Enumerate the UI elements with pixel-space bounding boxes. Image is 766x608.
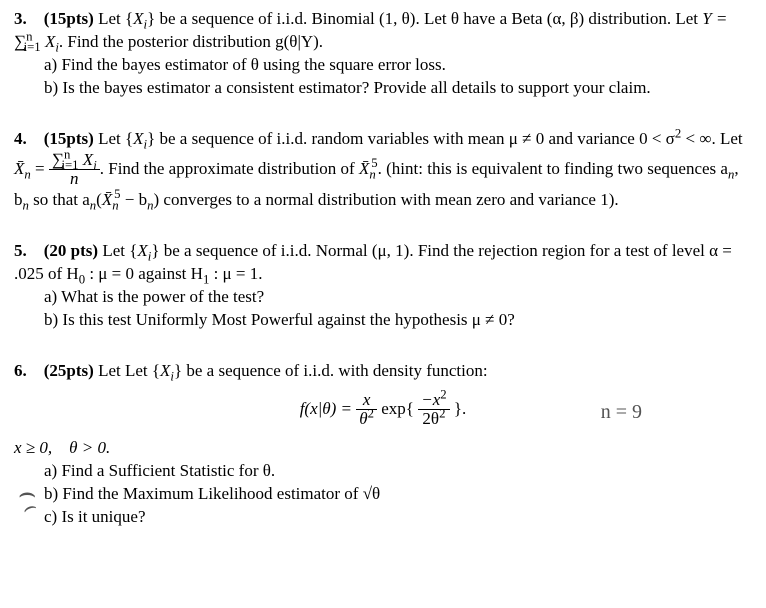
t: so that a	[29, 190, 90, 209]
t: X	[160, 361, 170, 380]
p6-formula: f(x|θ) = x θ2 exp{ −x2 2θ2 }. n = 9	[14, 391, 752, 429]
frac2: −x2 2θ2	[418, 391, 449, 429]
t: . Find the posterior distribution g(θ|Y)…	[59, 32, 323, 51]
t: b) Is the bayes estimator a consistent e…	[44, 78, 651, 97]
p6-domain: x ≥ 0, θ > 0.	[14, 437, 752, 460]
t: < ∞. Let	[681, 129, 742, 148]
t: i	[93, 158, 97, 172]
xbar-frac: ∑ni=1 Xin	[49, 151, 100, 189]
t: exp{	[381, 399, 414, 418]
t: 2	[439, 407, 445, 421]
p6-head: 6. (25pts)	[14, 361, 98, 380]
problem-3: 3. (15pts) Let {Xi} be a sequence of i.i…	[14, 8, 752, 100]
t: : μ = 0 against H	[85, 264, 203, 283]
t: } be a sequence of i.i.d. Binomial (1, θ…	[147, 9, 702, 28]
t: X̄	[102, 190, 112, 209]
p5-a: a) What is the power of the test?	[44, 286, 752, 309]
p6-b-row: ⌢ b) Find the Maximum Likelihood estimat…	[44, 483, 752, 506]
p6-c: c) Is it unique?	[44, 507, 146, 526]
t: − b	[121, 190, 148, 209]
t: =	[31, 159, 49, 178]
p6-c-row: ⌢ c) Is it unique?	[44, 506, 752, 529]
t: Let {	[98, 9, 133, 28]
t: n	[70, 169, 79, 188]
t: x ≥ 0, θ > 0.	[14, 438, 110, 457]
t: X	[79, 150, 94, 169]
t: 2	[368, 407, 374, 421]
t: X̄	[359, 159, 369, 178]
t: i=1	[24, 40, 41, 54]
t: X	[133, 129, 143, 148]
handwritten-mark-icon: ⌢	[17, 490, 41, 523]
t: Let {	[98, 129, 133, 148]
t: Let {	[102, 241, 137, 260]
p3-b: b) Is the bayes estimator a consistent e…	[44, 77, 752, 100]
t: Y =	[702, 9, 727, 28]
p3-body: 3. (15pts) Let {Xi} be a sequence of i.i…	[14, 8, 752, 54]
problem-6: 6. (25pts) Let Let {Xi} be a sequence of…	[14, 360, 752, 529]
t: Let Let {	[98, 361, 160, 380]
t: ) converges to a normal distribution wit…	[153, 190, 618, 209]
p4-head: 4. (15pts)	[14, 129, 98, 148]
t: −x	[421, 390, 440, 409]
p6-b: b) Find the Maximum Likelihood estimator…	[44, 484, 380, 503]
t: X̄	[14, 159, 24, 178]
p3-head: 3. (15pts)	[14, 9, 98, 28]
t: : μ = 1.	[209, 264, 262, 283]
t: . Find the approximate distribution of	[100, 159, 359, 178]
t: 2θ	[422, 409, 439, 428]
problem-4: 4. (15pts) Let {Xi } be a sequence of i.i…	[14, 128, 752, 212]
t: X	[133, 9, 143, 28]
problem-5: 5. (20 pts) Let {Xi} be a sequence of i.…	[14, 240, 752, 332]
p6-a: a) Find a Sufficient Statistic for θ.	[44, 460, 752, 483]
t: f(x|θ) =	[300, 399, 357, 418]
t: } be a sequence of i.i.d. random variabl…	[147, 129, 675, 148]
t: } be a sequence of i.i.d. with density f…	[174, 361, 488, 380]
t: . (hint: this is equivalent to finding t…	[378, 159, 728, 178]
t: θ	[359, 409, 367, 428]
p5-b: b) Is this test Uniformly Most Powerful …	[44, 309, 752, 332]
frac1: x θ2	[356, 391, 377, 429]
t: X	[41, 32, 56, 51]
p5-head: 5. (20 pts)	[14, 241, 102, 260]
t: X	[137, 241, 147, 260]
p3-a: a) Find the bayes estimator of θ using t…	[44, 54, 752, 77]
sum: ∑ni=1	[14, 32, 41, 51]
handwritten-n: n = 9	[601, 399, 642, 426]
t: 2	[440, 387, 446, 401]
t: }.	[454, 399, 466, 418]
